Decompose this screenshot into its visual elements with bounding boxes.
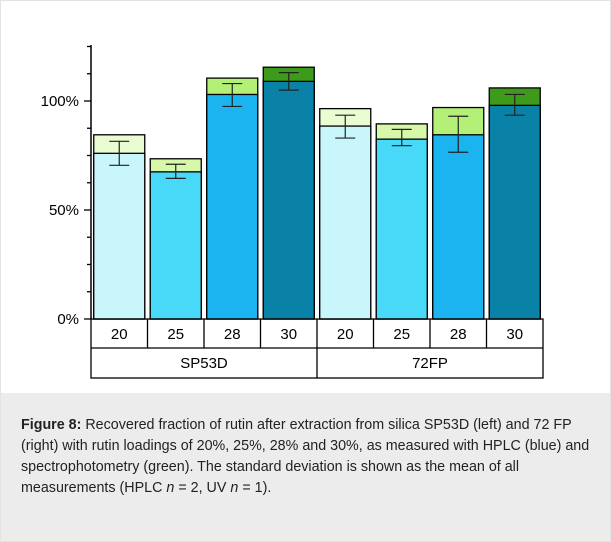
y-tick-label: 0% xyxy=(57,311,79,328)
caption-text-2: = 2, UV xyxy=(174,480,231,496)
bar-hplc xyxy=(262,80,315,320)
figure-caption: Figure 8: Recovered fraction of rutin af… xyxy=(1,393,610,541)
y-tick-label: 100% xyxy=(41,93,79,110)
caption-text-1: Recovered fraction of rutin after extrac… xyxy=(21,417,590,496)
x-category-label: 25 xyxy=(393,326,410,343)
x-category-label: 25 xyxy=(167,326,184,343)
x-category-label: 30 xyxy=(506,326,523,343)
x-category-label: 30 xyxy=(280,326,297,343)
x-category-label: 28 xyxy=(224,326,241,343)
caption-n-symbol-1: n xyxy=(166,480,175,496)
x-group-label: 72FP xyxy=(412,355,448,372)
bar-hplc xyxy=(93,152,146,320)
caption-label: Figure 8: xyxy=(21,417,82,433)
caption-n-symbol-2: n xyxy=(230,480,239,496)
bar-chart: 0% 50% 100% 20 25 28 30 SP53D 20 25 28 30 72FP xyxy=(41,45,544,379)
bar-hplc xyxy=(149,171,202,320)
bar-hplc xyxy=(488,104,541,320)
chart-area: 0% 50% 100% 20 25 28 30 SP53D 20 25 28 30 72FP xyxy=(1,1,610,393)
x-group-label: SP53D xyxy=(180,355,228,372)
bar-hplc xyxy=(432,134,485,320)
bar-hplc xyxy=(375,138,428,320)
bar-hplc xyxy=(319,125,372,320)
x-category-label: 20 xyxy=(111,326,128,343)
y-tick-label: 50% xyxy=(49,202,79,219)
bar-hplc xyxy=(206,93,259,320)
x-category-label: 28 xyxy=(450,326,467,343)
caption-text-3: = 1). xyxy=(238,480,272,496)
x-category-label: 20 xyxy=(337,326,354,343)
